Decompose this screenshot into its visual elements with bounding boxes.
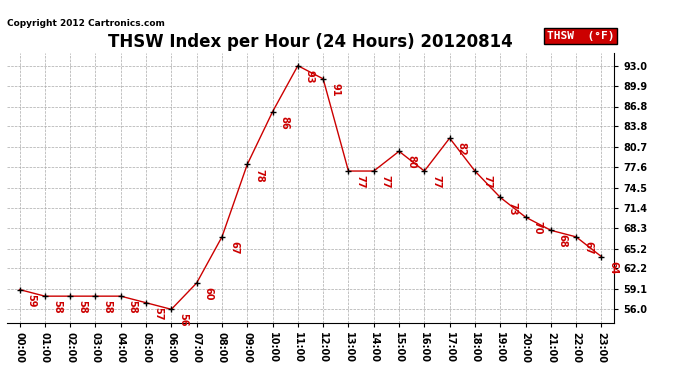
Text: 58: 58 (102, 300, 112, 314)
Text: 57: 57 (153, 307, 163, 320)
Text: 77: 77 (431, 175, 442, 189)
Text: 68: 68 (558, 234, 568, 248)
Text: 58: 58 (77, 300, 87, 314)
Text: 77: 77 (482, 175, 492, 189)
Text: 70: 70 (533, 221, 542, 235)
Text: 78: 78 (254, 169, 264, 182)
Text: Copyright 2012 Cartronics.com: Copyright 2012 Cartronics.com (7, 19, 165, 28)
Text: 82: 82 (457, 142, 466, 156)
Text: 67: 67 (229, 241, 239, 255)
Text: 60: 60 (204, 287, 214, 301)
Text: 59: 59 (26, 294, 37, 307)
Text: 93: 93 (305, 70, 315, 83)
Text: 67: 67 (583, 241, 593, 255)
Text: 77: 77 (381, 175, 391, 189)
Text: 56: 56 (178, 314, 188, 327)
Title: THSW Index per Hour (24 Hours) 20120814: THSW Index per Hour (24 Hours) 20120814 (108, 33, 513, 51)
Text: 58: 58 (128, 300, 138, 314)
Text: 58: 58 (52, 300, 62, 314)
Text: THSW  (°F): THSW (°F) (546, 31, 614, 41)
Text: 73: 73 (507, 201, 518, 215)
Text: 64: 64 (609, 261, 618, 274)
Text: 91: 91 (330, 83, 340, 96)
Text: 80: 80 (406, 156, 416, 169)
Text: 77: 77 (355, 175, 366, 189)
Text: 86: 86 (279, 116, 290, 129)
